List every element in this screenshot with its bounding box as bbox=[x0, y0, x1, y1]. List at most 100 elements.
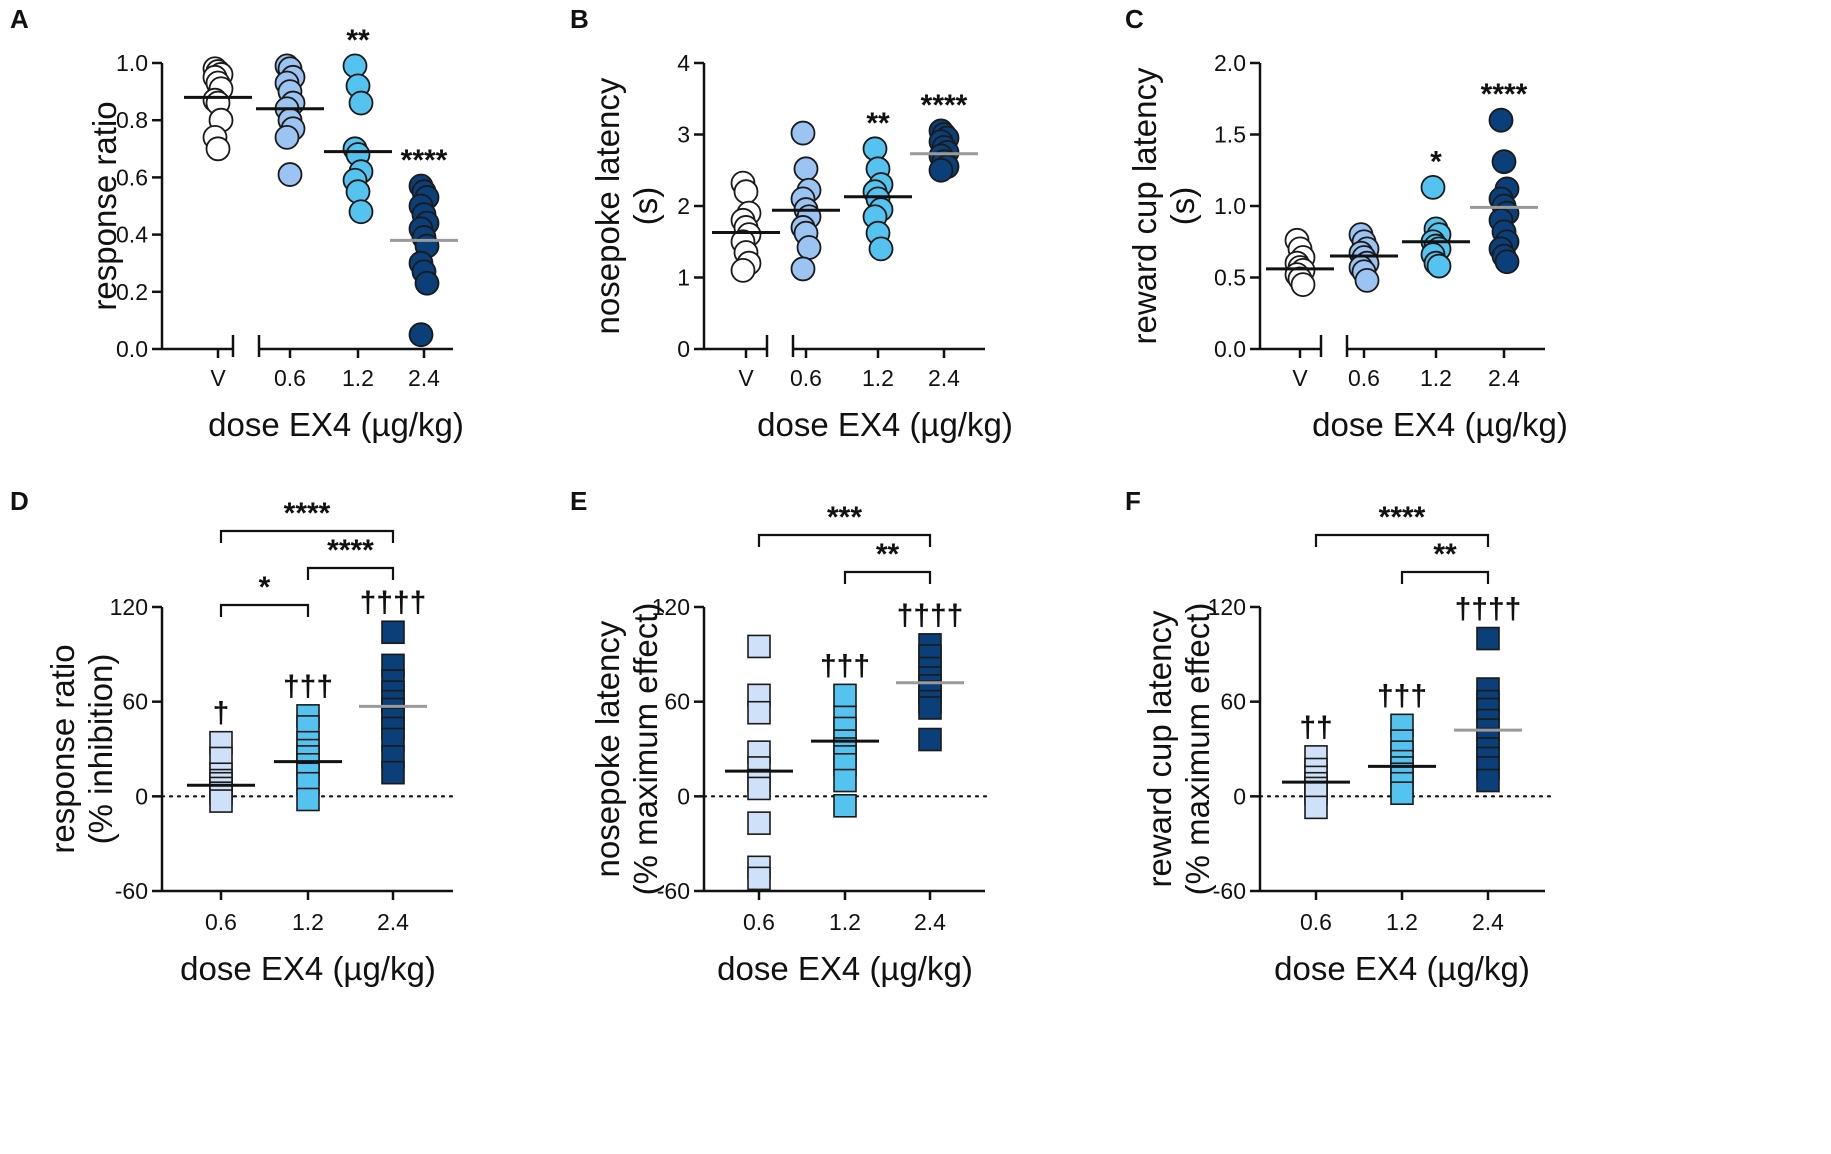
data-point bbox=[733, 179, 759, 205]
panel-letter-A: A bbox=[10, 4, 29, 34]
group-0.6: †† bbox=[1282, 711, 1350, 820]
y-axis-title: reward cup latency(% maximum effect) bbox=[1141, 603, 1216, 896]
y-tick-label: 0 bbox=[135, 783, 148, 809]
group-1.2: ††† bbox=[274, 670, 342, 812]
group-2.4: †††† bbox=[896, 599, 964, 752]
y-axis-title-line: reward cup latency bbox=[1141, 610, 1178, 887]
data-point bbox=[1488, 107, 1514, 133]
y-tick-label: 0.4 bbox=[116, 222, 148, 248]
data-point bbox=[1491, 149, 1517, 175]
data-point bbox=[793, 156, 819, 182]
data-point bbox=[1426, 253, 1452, 279]
dagger-marker: †††† bbox=[360, 586, 427, 619]
data-point bbox=[348, 90, 374, 116]
data-point bbox=[928, 157, 954, 183]
significance-marker: ** bbox=[346, 24, 370, 57]
data-point bbox=[796, 235, 822, 260]
data-point bbox=[833, 768, 857, 793]
data-point bbox=[747, 866, 771, 891]
y-axis-title: nosepoke latency(% maximum effect) bbox=[589, 603, 664, 896]
x-tick-label: 0.6 bbox=[743, 909, 775, 935]
data-point bbox=[1354, 267, 1380, 293]
y-axis-title-line: (% inhibition) bbox=[82, 654, 119, 845]
y-tick-label: 1.5 bbox=[1214, 122, 1246, 148]
data-point bbox=[833, 683, 857, 708]
data-point bbox=[348, 199, 374, 225]
x-axis-title: dose EX4 (µg/kg) bbox=[717, 950, 973, 987]
group-0.6 bbox=[725, 634, 793, 891]
y-tick-label: 60 bbox=[1220, 689, 1246, 715]
data-point bbox=[918, 696, 942, 720]
data-point bbox=[277, 162, 303, 187]
y-tick-label: 0.5 bbox=[1214, 265, 1246, 291]
group-1.2: ** bbox=[324, 24, 392, 225]
x-axis-title: dose EX4 (µg/kg) bbox=[757, 406, 1013, 443]
y-tick-label: 0 bbox=[677, 783, 690, 809]
x-tick-label: 1.2 bbox=[829, 909, 861, 935]
data-point bbox=[408, 322, 434, 348]
x-axis-title: dose EX4 (µg/kg) bbox=[208, 406, 464, 443]
x-axis-title: dose EX4 (µg/kg) bbox=[1274, 950, 1530, 987]
x-tick-label: V bbox=[738, 365, 754, 391]
y-tick-label: 120 bbox=[1208, 594, 1246, 620]
group-0.6 bbox=[256, 53, 324, 187]
dagger-marker: ††† bbox=[283, 670, 333, 703]
y-tick-label: -60 bbox=[1213, 878, 1246, 904]
significance-marker: * bbox=[1430, 145, 1442, 178]
y-tick-label: 120 bbox=[110, 594, 148, 620]
dagger-marker: ††† bbox=[1377, 679, 1427, 712]
y-tick-label: 0.0 bbox=[116, 336, 148, 362]
comparison-bracket bbox=[1314, 533, 1490, 547]
y-axis-title-line: (% maximum effect) bbox=[627, 603, 664, 896]
y-axis-title-line: (% maximum effect) bbox=[1179, 603, 1216, 896]
y-tick-label: 0.8 bbox=[116, 107, 148, 133]
x-tick-label: 0.6 bbox=[790, 365, 822, 391]
data-point bbox=[790, 256, 816, 282]
dagger-marker: †††† bbox=[1455, 593, 1522, 626]
data-point bbox=[918, 727, 942, 752]
bracket-significance-label: **** bbox=[284, 497, 331, 530]
data-point bbox=[1420, 175, 1446, 200]
data-point bbox=[747, 776, 771, 801]
data-point bbox=[1476, 626, 1500, 651]
significance-marker: **** bbox=[401, 144, 448, 177]
data-point bbox=[381, 620, 405, 645]
x-tick-label: 0.6 bbox=[1300, 909, 1332, 935]
data-point bbox=[274, 124, 300, 150]
x-tick-label: 1.2 bbox=[1386, 909, 1418, 935]
data-point bbox=[1290, 272, 1316, 298]
group-1.2: ††† bbox=[1368, 679, 1436, 805]
bracket-significance-label: *** bbox=[827, 501, 862, 534]
x-axis-title: dose EX4 (µg/kg) bbox=[180, 950, 436, 987]
group-0.6 bbox=[1330, 222, 1398, 293]
y-axis-title: reward cup latency(s) bbox=[1126, 67, 1201, 344]
panel-letter-B: B bbox=[570, 4, 589, 34]
y-tick-label: 60 bbox=[664, 689, 690, 715]
significance-marker: ** bbox=[866, 107, 890, 140]
bracket-significance-label: ** bbox=[876, 538, 900, 571]
x-tick-label: 0.6 bbox=[1348, 365, 1380, 391]
y-tick-label: 3 bbox=[677, 122, 690, 148]
y-tick-label: 1.0 bbox=[116, 50, 148, 76]
data-point bbox=[209, 789, 233, 813]
data-point bbox=[1476, 768, 1500, 793]
data-point bbox=[747, 634, 771, 659]
comparison-bracket bbox=[219, 529, 395, 543]
comparison-bracket bbox=[843, 570, 932, 584]
group-2.4: **** bbox=[1470, 78, 1538, 275]
data-point bbox=[833, 793, 857, 818]
y-axis-title: nosepoke latency(s) bbox=[589, 77, 664, 334]
panel-letter-E: E bbox=[570, 486, 587, 516]
comparison-bracket bbox=[757, 533, 932, 547]
data-point bbox=[868, 236, 894, 262]
data-point bbox=[790, 120, 816, 146]
x-tick-label: 2.4 bbox=[377, 909, 409, 935]
group-0.6: † bbox=[187, 697, 255, 813]
y-tick-label: 0 bbox=[1233, 783, 1246, 809]
y-axis-title-line: (s) bbox=[1164, 187, 1201, 225]
panel-letter-F: F bbox=[1125, 486, 1141, 516]
y-axis-title: response ratio bbox=[86, 101, 123, 310]
